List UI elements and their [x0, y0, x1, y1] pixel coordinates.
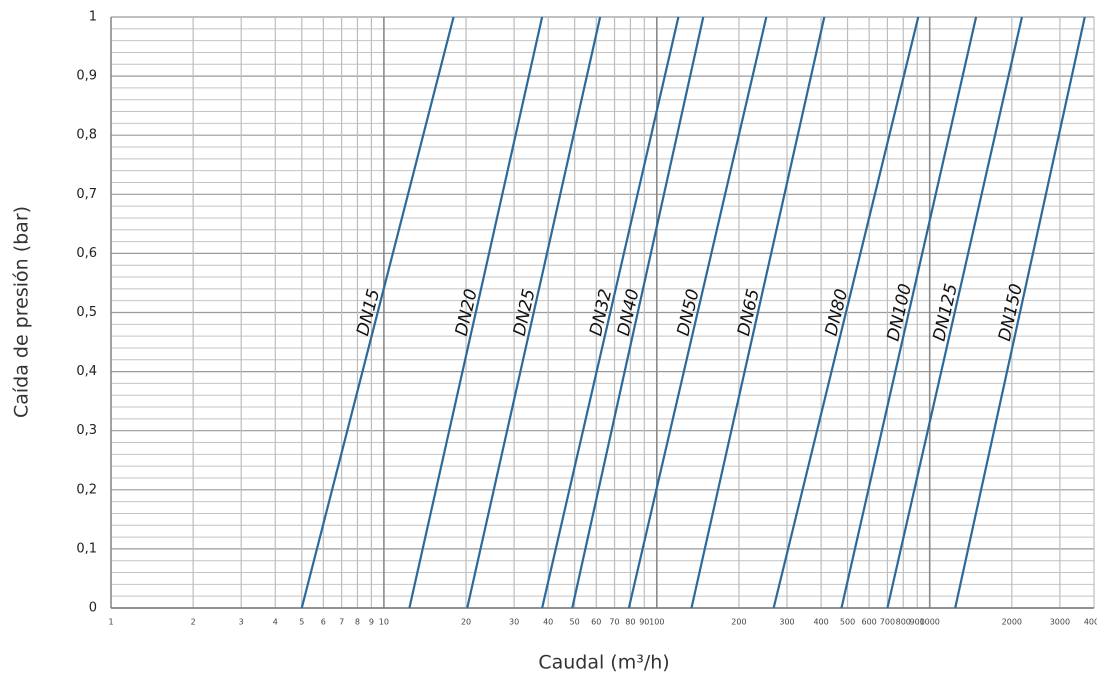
- x-tick-label: 90: [639, 618, 649, 627]
- x-tick-label: 500: [840, 618, 855, 627]
- y-tick-label: 0: [89, 601, 97, 616]
- y-tick-label: 1: [89, 10, 97, 25]
- x-tick-label: 1000: [920, 618, 940, 627]
- x-tick-label: 6: [321, 618, 326, 627]
- x-tick-label: 7: [339, 618, 344, 627]
- x-tick-label: 80: [625, 618, 635, 627]
- x-tick-label: 60: [591, 618, 601, 627]
- y-tick-label: 0,5: [76, 305, 97, 320]
- x-tick-label: 4: [273, 618, 278, 627]
- y-tick-label: 0,8: [76, 128, 97, 143]
- x-axis-title: Caudal (m³/h): [538, 652, 669, 674]
- series-line: [772, 16, 920, 609]
- x-tick-label: 3: [239, 618, 244, 627]
- y-tick-label: 0,3: [76, 423, 97, 438]
- x-tick-label: 50: [570, 618, 580, 627]
- x-tick-label: 3000: [1050, 618, 1070, 627]
- series-line: [627, 16, 768, 609]
- series-line: [954, 16, 1086, 609]
- x-tick-label: 1: [108, 618, 113, 627]
- series-line: [300, 16, 455, 609]
- x-tick-label: 70: [609, 618, 619, 627]
- series-line: [690, 16, 826, 609]
- x-tick-label: 800: [896, 618, 911, 627]
- x-tick-label: 600: [862, 618, 877, 627]
- x-tick-label: 4000: [1084, 618, 1097, 627]
- x-tick-label: 200: [731, 618, 746, 627]
- series-line: [408, 16, 544, 609]
- x-tick-label: 20: [461, 618, 471, 627]
- y-axis-title: Caída de presión (bar): [11, 206, 33, 418]
- x-tick-label: 9: [369, 618, 374, 627]
- x-tick-label: 40: [543, 618, 553, 627]
- y-tick-label: 0,1: [76, 541, 97, 556]
- y-tick-label: 0,4: [76, 364, 97, 379]
- x-tick-label: 10: [379, 618, 389, 627]
- x-tick-label: 5: [299, 618, 304, 627]
- x-tick-label: 700: [880, 618, 895, 627]
- y-tick-label: 0,9: [76, 69, 97, 84]
- x-tick-label: 400: [813, 618, 828, 627]
- series-line: [571, 16, 705, 609]
- series-line: [840, 16, 978, 609]
- series-line: [541, 16, 680, 609]
- x-tick-label: 2000: [1002, 618, 1022, 627]
- x-tick-label: 900: [910, 618, 925, 627]
- series-line: [466, 16, 602, 609]
- x-tick-label: 100: [649, 618, 664, 627]
- x-tick-label: 30: [509, 618, 519, 627]
- y-tick-label: 0,7: [76, 187, 97, 202]
- x-tick-label: 2: [191, 618, 196, 627]
- y-tick-label: 0,2: [76, 482, 97, 497]
- x-tick-label: 8: [355, 618, 360, 627]
- series-line: [886, 16, 1024, 609]
- x-tick-label: 300: [779, 618, 794, 627]
- y-tick-label: 0,6: [76, 246, 97, 261]
